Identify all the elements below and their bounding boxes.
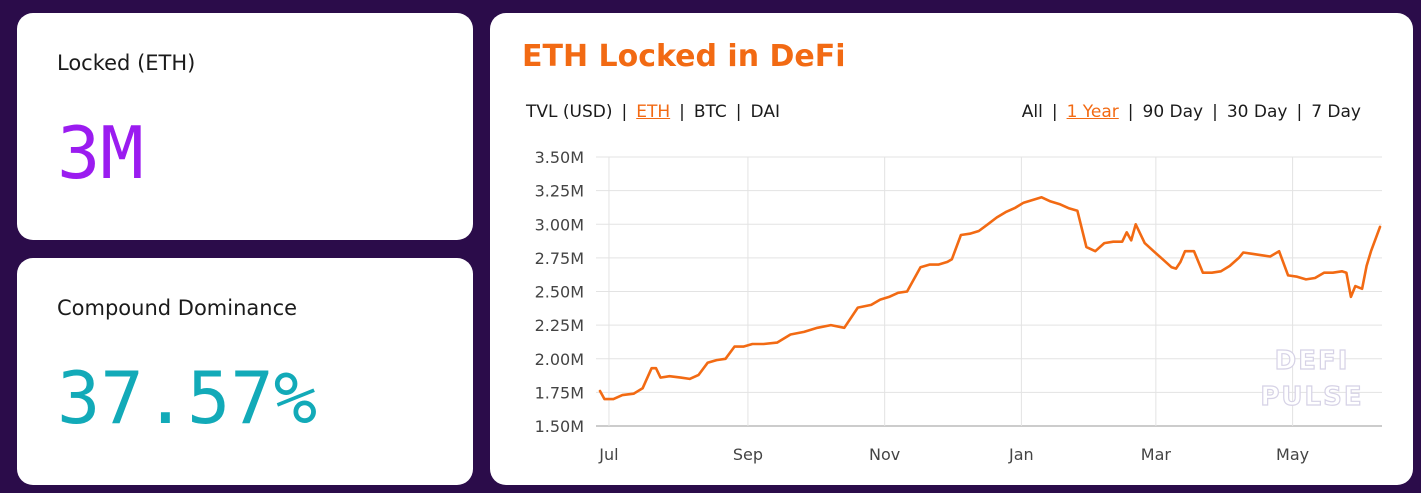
x-tick-label: Sep [733,445,763,464]
y-tick-label: 2.75M [535,249,584,268]
x-tick-label: Jul [598,445,618,464]
y-tick-label: 3.25M [535,182,584,201]
y-tick-label: 3.50M [535,148,584,167]
y-tick-label: 1.50M [535,417,584,436]
separator: | [1051,102,1058,122]
line-chart: 3.50M 3.25M 3.00M 2.75M 2.50M 2.25M 2.00M 1.75M… [535,148,1382,464]
toggle-tvl-usd[interactable]: TVL (USD) [526,102,613,122]
chart-title: ETH Locked in DeFi [522,39,846,74]
locked-eth-card: Locked (ETH) 3M [17,13,473,240]
range-90-day[interactable]: 90 Day [1142,102,1204,122]
toggle-dai[interactable]: DAI [750,102,780,122]
y-tick-label: 2.50M [535,283,584,302]
separator: | [1296,102,1303,122]
range-30-day[interactable]: 30 Day [1226,102,1288,122]
y-tick-label: 1.75M [535,383,584,402]
range-toggle-group: All | 1 Year | 90 Day | 30 Day | 7 Day [1022,102,1361,122]
watermark-line-2: PULSE [1260,382,1363,412]
range-all[interactable]: All [1021,102,1043,122]
x-tick-label: May [1276,445,1309,464]
range-1-year[interactable]: 1 Year [1066,102,1119,122]
x-tick-label: Jan [1008,445,1034,464]
x-axis-labels: Jul Sep Nov Jan Mar May [598,445,1309,464]
eth-locked-chart-card: ETH Locked in DeFi TVL (USD) | ETH | BTC… [490,13,1413,485]
toggle-eth[interactable]: ETH [636,102,671,122]
eth-locked-series-line [598,196,1382,401]
watermark-line-1: DEFI [1275,346,1350,376]
compound-dominance-value: 37.57% [57,356,318,440]
separator: | [735,102,742,122]
range-7-day[interactable]: 7 Day [1311,102,1361,122]
separator: | [621,102,628,122]
separator: | [1212,102,1218,122]
separator: | [1127,102,1134,122]
locked-eth-value: 3M [57,111,144,195]
y-tick-label: 2.25M [535,316,584,335]
defi-pulse-watermark: DEFI PULSE [1260,345,1363,412]
y-axis-labels: 3.50M 3.25M 3.00M 2.75M 2.50M 2.25M 2.00M 1.75M… [535,148,584,436]
metric-toggle-group: TVL (USD) | ETH | BTC | DAI [526,102,780,122]
compound-dominance-card: Compound Dominance 37.57% [17,258,473,485]
x-tick-label: Mar [1141,445,1172,464]
locked-eth-label: Locked (ETH) [57,51,196,75]
toggle-btc[interactable]: BTC [693,102,727,122]
x-tick-label: Nov [869,445,900,464]
separator: | [679,102,685,122]
y-tick-label: 2.00M [535,350,584,369]
y-tick-label: 3.00M [535,215,584,234]
compound-dominance-label: Compound Dominance [57,296,298,320]
